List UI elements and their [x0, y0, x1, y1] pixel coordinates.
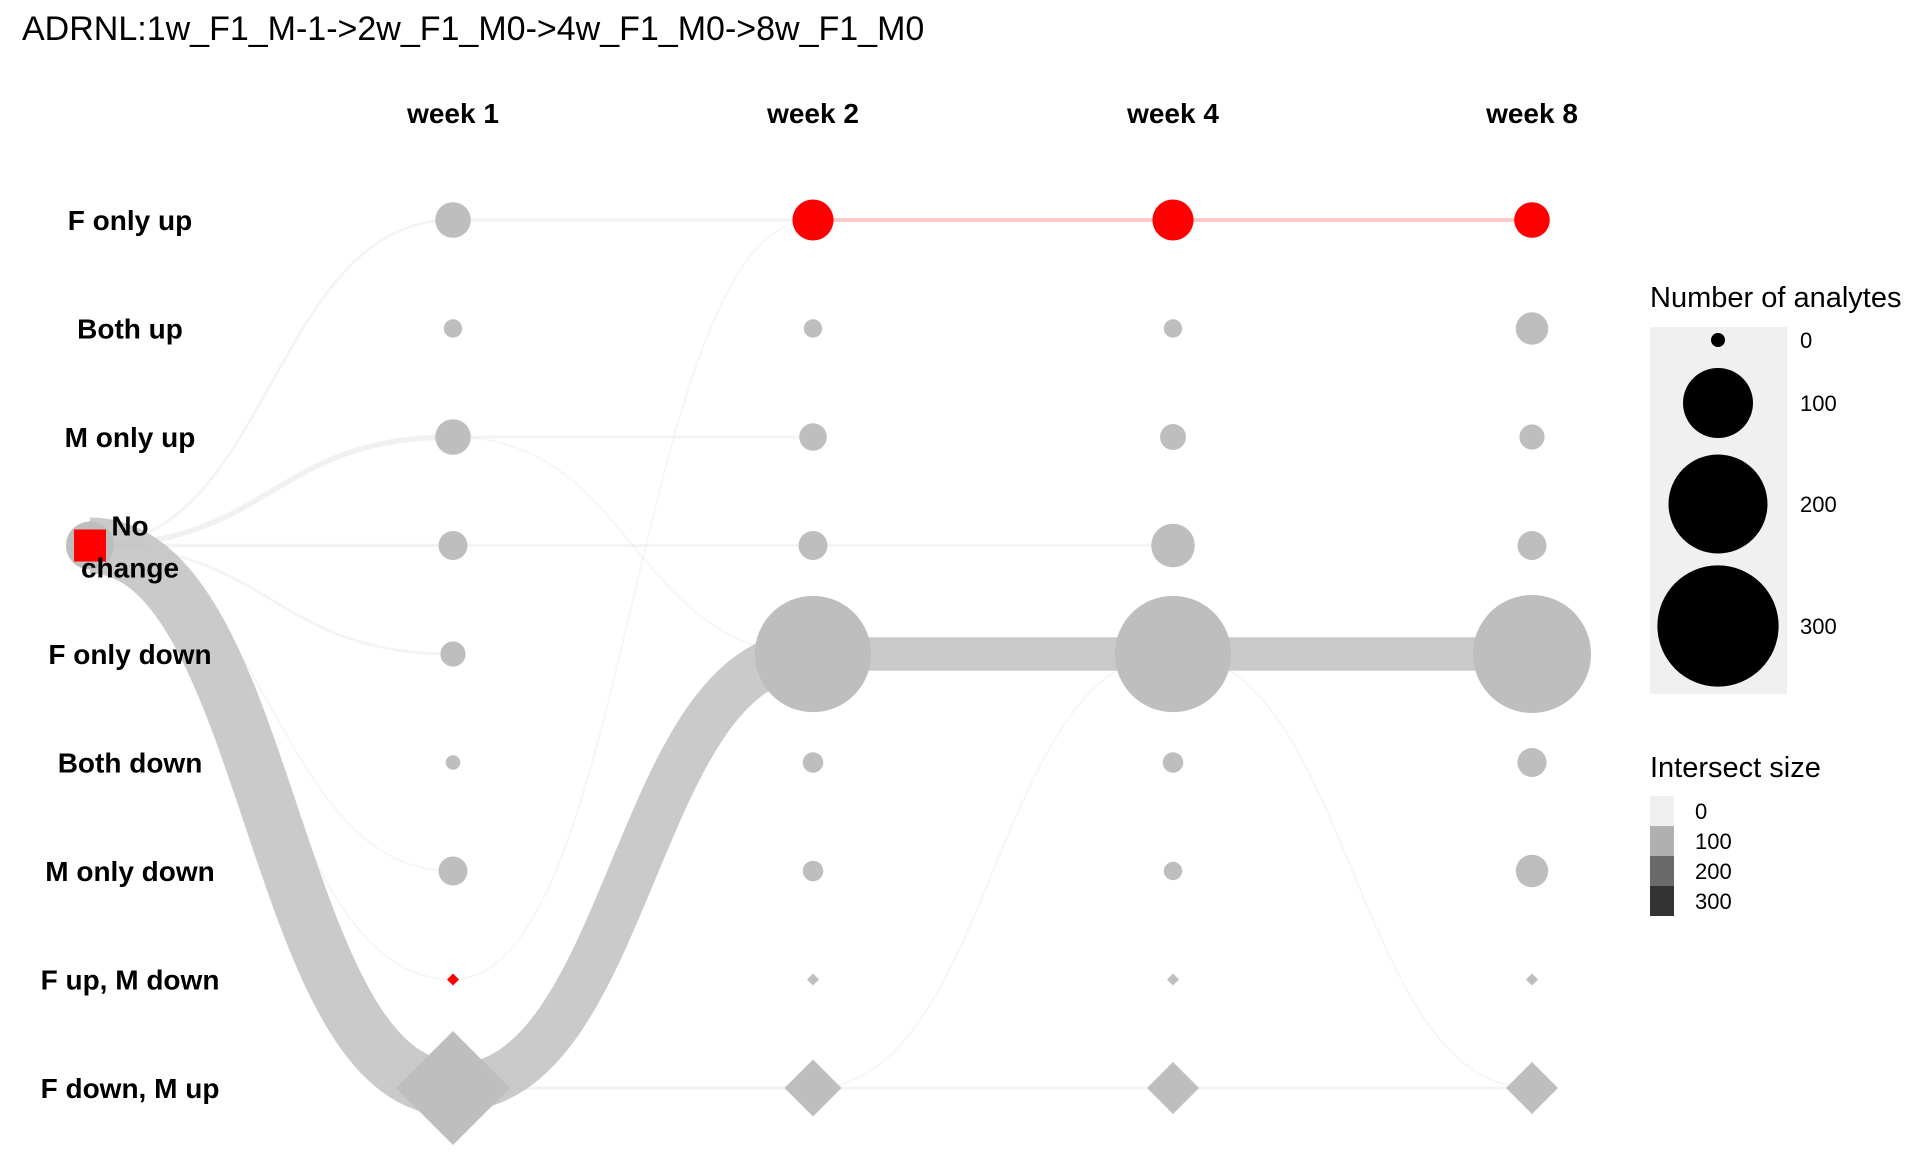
- legend-size-label-0: 0: [1800, 328, 1812, 353]
- node-week1-m-only-up: [435, 419, 471, 455]
- link-9: [89, 544, 454, 981]
- node-week1-both-down: [445, 755, 461, 770]
- legend-intersect-swatch-300: [1650, 886, 1674, 916]
- node-week1-f-up-m-down: [447, 973, 459, 986]
- node-week4-no-change: [1151, 523, 1195, 568]
- row-label-m-only-up: M only up: [65, 422, 196, 453]
- legend-intersect-label-200: 200: [1695, 859, 1732, 884]
- node-week2-f-up-m-down: [807, 973, 819, 986]
- row-label-m-only-down: M only down: [45, 856, 215, 887]
- legend-number-of-analytes: Number of analytes 0 100 200 300: [1650, 282, 1901, 694]
- row-label-both-up: Both up: [77, 314, 183, 345]
- legend-size-circle-300: [1657, 565, 1779, 687]
- node-week4-m-only-down: [1163, 861, 1183, 881]
- node-week8-no-change: [1517, 530, 1547, 561]
- baseline-label: No change: [81, 511, 179, 584]
- links-layer: [87, 217, 1533, 1116]
- node-week8-both-down: [1517, 747, 1547, 778]
- legend-intersect-label-0: 0: [1695, 799, 1707, 824]
- legend-intersect-label-300: 300: [1695, 889, 1732, 914]
- column-label-3: week 4: [1126, 98, 1219, 129]
- node-week4-both-up: [1163, 319, 1183, 338]
- legend-size-circle-200: [1668, 454, 1768, 554]
- link-7: [89, 544, 454, 656]
- row-label-f-only-up: F only up: [68, 205, 192, 236]
- nodes-layer: No change: [66, 199, 1592, 1145]
- node-week8-both-up: [1515, 312, 1549, 345]
- node-week2-both-down: [802, 752, 824, 773]
- baseline-highlight-marker: [74, 529, 106, 562]
- node-week8-f-only-down: [1472, 594, 1592, 714]
- node-week4-f-only-down: [1114, 595, 1232, 713]
- legend-size-circle-100: [1683, 368, 1753, 438]
- link-14: [452, 219, 814, 981]
- legend-intersect-swatch-200: [1650, 856, 1674, 886]
- node-week2-f-only-down: [754, 595, 872, 713]
- row-labels: F only up Both up M only up F only down Both…: [41, 205, 220, 1104]
- legend-intersect-swatch-0: [1650, 796, 1674, 826]
- node-week8-m-only-down: [1515, 854, 1549, 888]
- row-label-f-down-m-up: F down, M up: [41, 1073, 220, 1104]
- node-week4-f-down-m-up: [1147, 1062, 1199, 1114]
- chart-title: ADRNL:1w_F1_M-1->2w_F1_M0->4w_F1_M0->8w_…: [22, 10, 924, 48]
- node-week8-f-only-up: [1514, 202, 1550, 238]
- node-week1-m-only-down: [438, 856, 468, 886]
- link-12: [452, 436, 814, 655]
- node-week2-f-only-up: [792, 199, 834, 241]
- node-week1-no-change: [438, 530, 468, 561]
- link-22: [1172, 653, 1533, 1089]
- link-0: [87, 517, 456, 1116]
- column-label-2: week 2: [766, 98, 859, 129]
- column-label-4: week 8: [1485, 98, 1578, 129]
- link-1: [451, 630, 815, 1112]
- node-week4-both-down: [1162, 752, 1184, 773]
- link-19: [812, 653, 1174, 1089]
- node-week8-f-down-m-up: [1506, 1062, 1558, 1114]
- link-5: [89, 434, 454, 549]
- column-label-1: week 1: [406, 98, 499, 129]
- row-label-both-down: Both down: [58, 748, 203, 779]
- node-week8-f-up-m-down: [1526, 973, 1538, 986]
- node-week2-m-only-up: [799, 423, 827, 451]
- legend-intersect-title: Intersect size: [1650, 752, 1821, 784]
- node-week2-m-only-down: [802, 860, 824, 882]
- node-week4-f-up-m-down: [1167, 973, 1179, 986]
- link-8: [89, 544, 454, 872]
- node-week4-m-only-up: [1160, 424, 1186, 450]
- legend-intersect-label-100: 100: [1695, 829, 1732, 854]
- node-week2-f-down-m-up: [784, 1059, 842, 1117]
- legend-intersect-swatch-100: [1650, 826, 1674, 856]
- column-labels: week 1 week 2 week 4 week 8: [406, 98, 1578, 129]
- legend-size-label-300: 300: [1800, 614, 1837, 639]
- node-week2-no-change: [798, 530, 828, 561]
- node-week4-f-only-up: [1152, 199, 1194, 241]
- row-label-f-up-m-down: F up, M down: [41, 965, 220, 996]
- legend-intersect-size: Intersect size 0 100 200 300: [1650, 752, 1821, 916]
- legend-size-circle-0: [1711, 333, 1725, 347]
- legend-size-label-200: 200: [1800, 492, 1837, 517]
- node-week1-f-only-down: [440, 641, 466, 667]
- node-week1-f-down-m-up: [396, 1031, 510, 1145]
- node-week1-f-only-up: [435, 202, 471, 238]
- link-4: [89, 218, 454, 547]
- row-label-f-only-down: F only down: [48, 639, 211, 670]
- node-week8-m-only-up: [1519, 424, 1545, 450]
- legend-size-title: Number of analytes: [1650, 282, 1901, 314]
- legend-size-label-100: 100: [1800, 391, 1837, 416]
- node-week1-both-up: [443, 319, 463, 338]
- node-week2-both-up: [803, 319, 823, 338]
